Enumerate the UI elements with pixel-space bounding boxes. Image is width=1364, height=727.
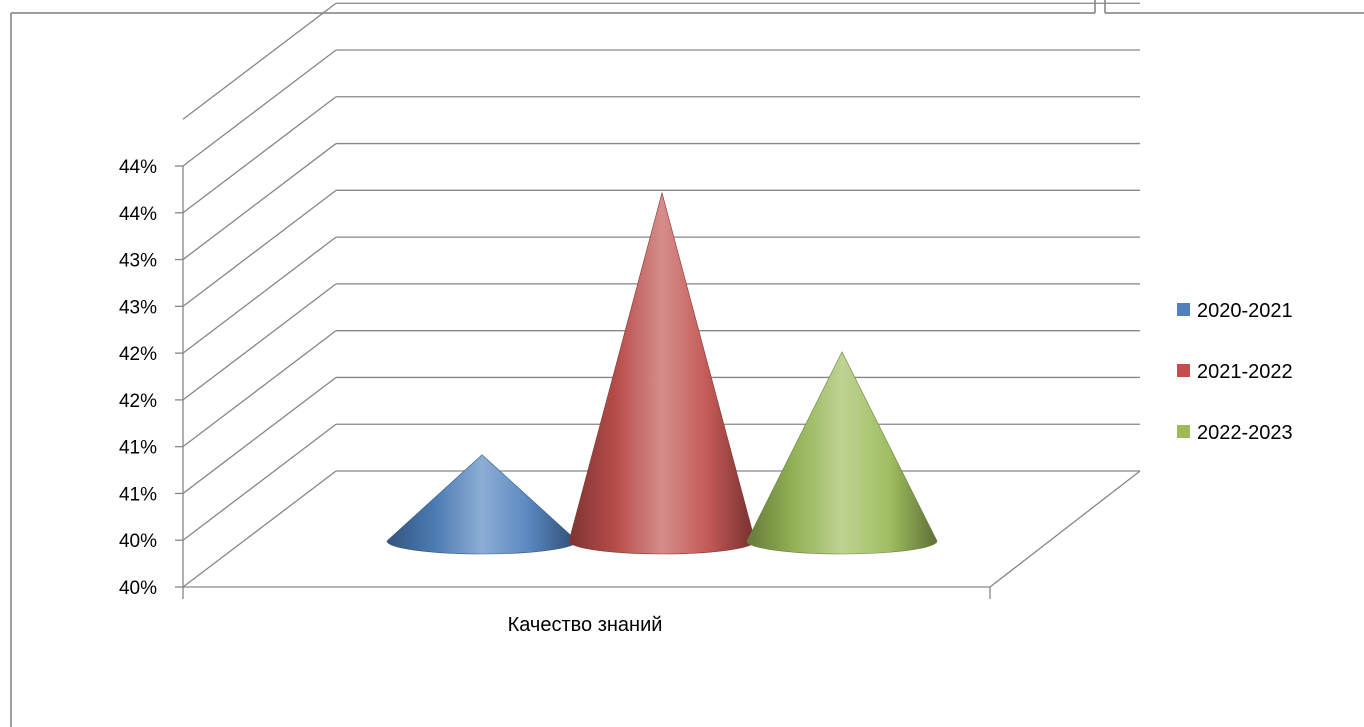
y-tick-label: 44% — [119, 204, 157, 225]
y-tick-label: 42% — [119, 344, 157, 365]
chart-walls — [182, 166, 1141, 599]
page-borders — [10, 0, 1364, 727]
legend-swatch — [1177, 364, 1190, 377]
gridlines — [175, 2, 1140, 588]
legend: 2020-2021 2021-2022 2022-2023 — [1177, 300, 1293, 444]
gridline-side — [182, 470, 337, 588]
gridline-side — [182, 49, 337, 167]
legend-swatch — [1177, 425, 1190, 438]
gridline-side — [182, 189, 337, 307]
gridline-side — [182, 96, 337, 214]
gridline-side — [182, 423, 337, 541]
cone-body — [386, 454, 578, 555]
y-tick-label: 40% — [119, 578, 157, 599]
cone-body — [746, 351, 938, 555]
y-tick-label: 43% — [119, 297, 157, 318]
cone-body — [568, 191, 756, 555]
data-cones — [386, 191, 938, 555]
y-tick-label: 41% — [119, 438, 157, 459]
y-tick-label: 40% — [119, 531, 157, 552]
y-axis-tick-labels: 40% 40% 41% 41% 42% 42% 43% 43% 44% 44% — [119, 157, 157, 599]
cone-2021-2022 — [568, 191, 756, 555]
legend-swatch — [1177, 303, 1190, 316]
floor-right-edge — [989, 470, 1141, 588]
y-tick-label: 42% — [119, 391, 157, 412]
legend-label: 2020-2021 — [1197, 300, 1293, 322]
legend-label: 2022-2023 — [1197, 422, 1293, 444]
y-tick-label: 41% — [119, 484, 157, 505]
x-category-label: Качество знаний — [508, 614, 663, 636]
x-axis-category-labels: Качество знаний — [508, 614, 663, 636]
gridline-side — [182, 330, 337, 448]
legend-label: 2021-2022 — [1197, 361, 1293, 383]
cone-2020-2021 — [386, 454, 578, 555]
y-tick-label: 43% — [119, 251, 157, 272]
gridline-side — [182, 236, 337, 354]
gridline-side — [182, 2, 337, 120]
y-tick-label: 44% — [119, 157, 157, 178]
gridline-side — [182, 143, 337, 261]
gridline-side — [182, 283, 337, 401]
gridline-side — [182, 376, 337, 494]
cone-2022-2023 — [746, 351, 938, 555]
